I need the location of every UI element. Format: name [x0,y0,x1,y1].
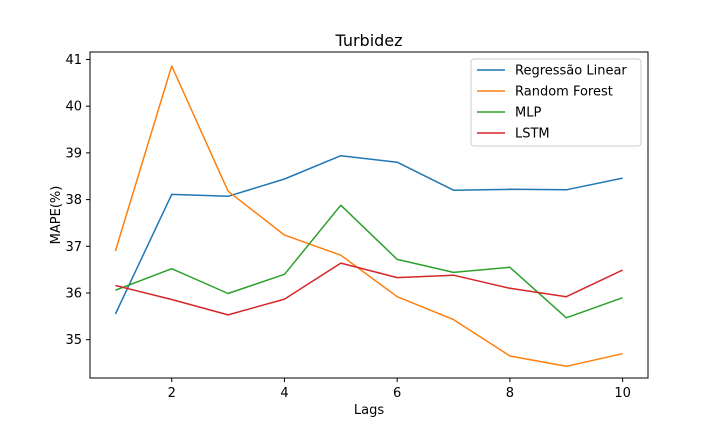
y-tick-label: 38 [65,193,82,208]
legend-box [470,58,642,147]
chart-title: Turbidez [334,31,402,50]
legend: Regressão Linear Random Forest MLP LSTM [470,58,642,147]
y-tick-label: 36 [65,286,82,301]
y-tick-label: 37 [65,240,82,255]
y-tick-label: 41 [65,53,82,68]
legend-label-1: Random Forest [515,85,613,100]
x-tick-label: 2 [168,386,176,401]
series-line-3 [115,262,623,316]
legend-label-3: LSTM [515,127,550,142]
ticks-layer: 2 4 6 8 10 35 36 37 38 39 40 41 [65,53,630,401]
series-line-1 [114,65,623,368]
series-line-0 [114,154,623,315]
x-tick-label: 8 [506,386,514,401]
legend-label-2: MLP [515,106,541,121]
x-tick-label: 10 [614,386,631,401]
series-layer [114,65,623,368]
y-axis-label: MAPE(%) [49,186,64,245]
legend-label-0: Regressão Linear [515,64,627,79]
x-tick-label: 6 [393,386,401,401]
x-tick-label: 4 [280,386,288,401]
plot-frame [89,51,649,379]
x-axis-label: Lags [354,403,384,418]
y-tick-label: 40 [65,100,82,115]
y-tick-label: 39 [65,146,82,161]
y-tick-label: 35 [65,333,82,348]
